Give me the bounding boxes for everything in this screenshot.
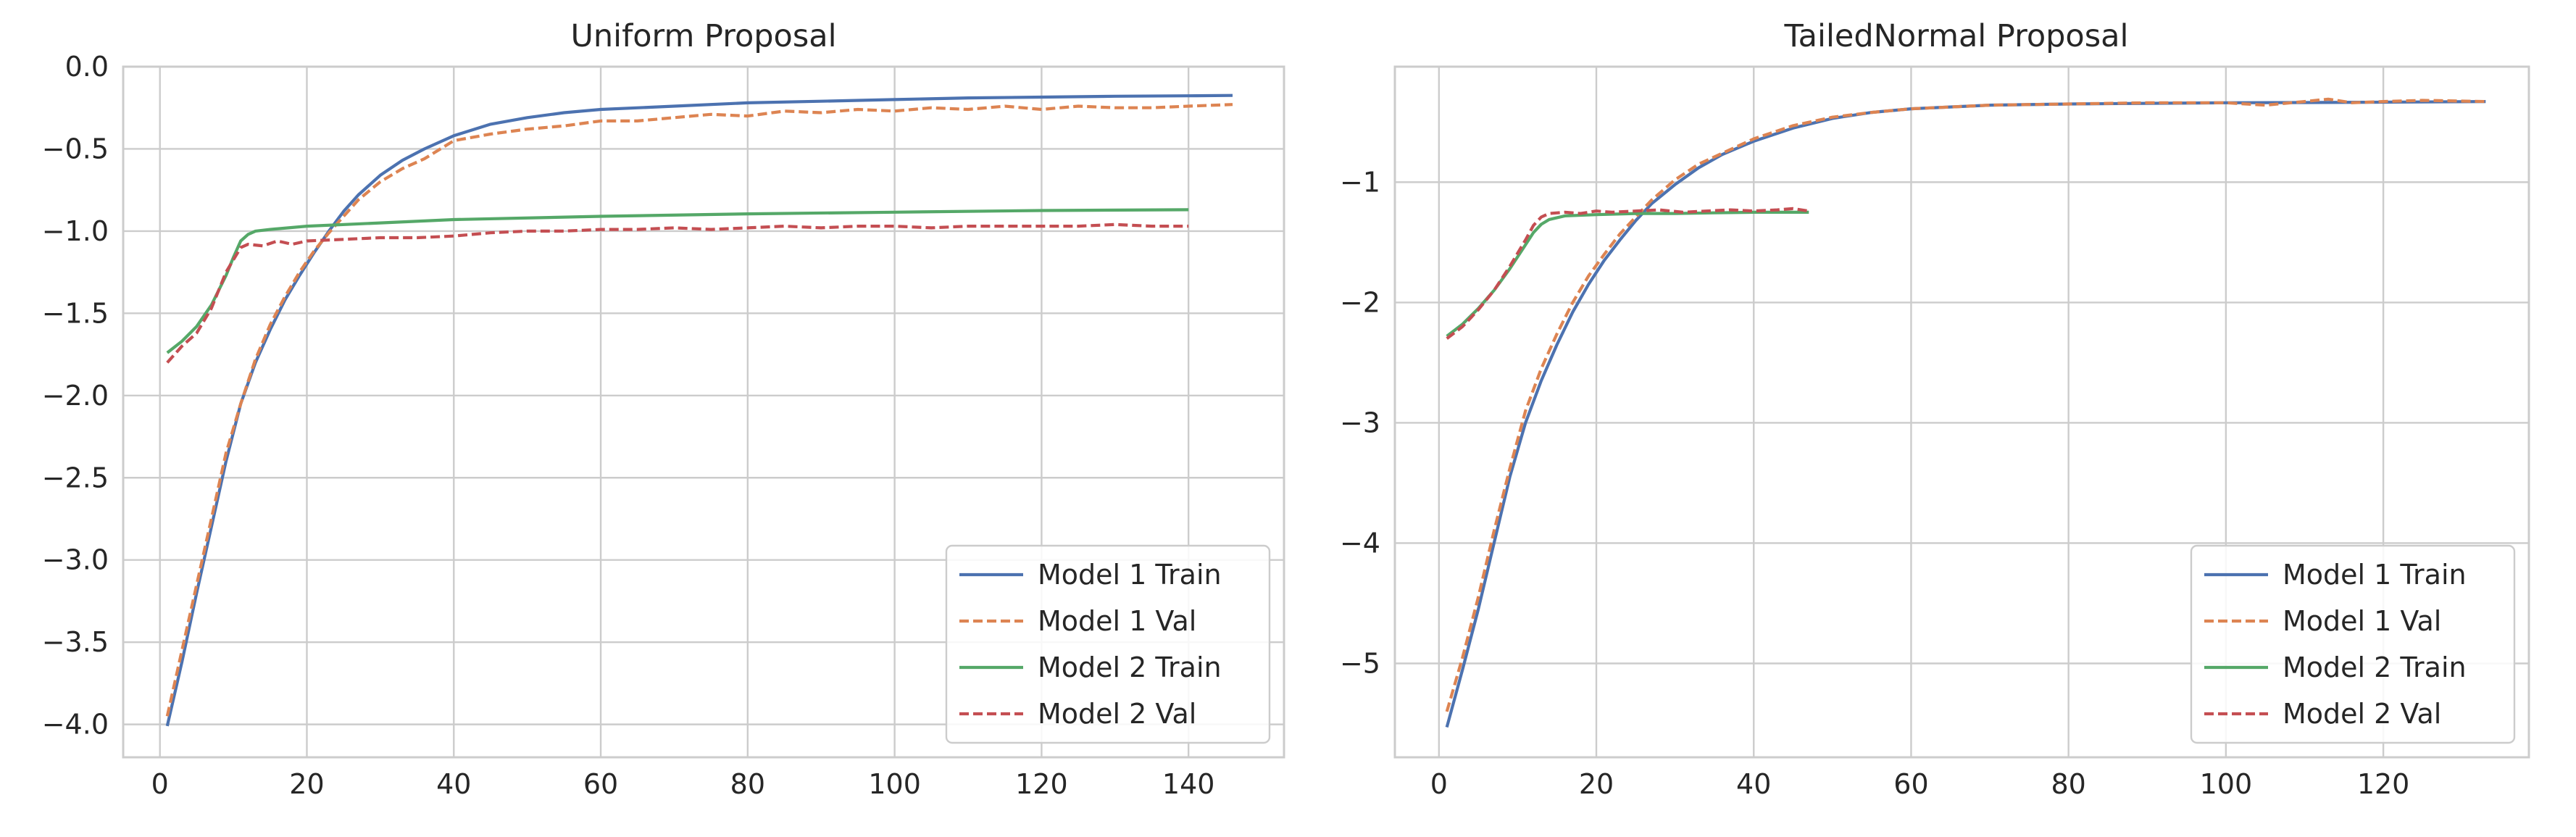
legend-box bbox=[2190, 544, 2516, 744]
y-tick-labels: 0.0 −0.5 −1.0 −1.5 −2.0 −2.5 −3.0 −3.5 −4.0 bbox=[42, 51, 109, 741]
x-tick-label: 40 bbox=[436, 768, 471, 800]
y-tick-label: −2.5 bbox=[42, 462, 109, 494]
x-tick-label: 80 bbox=[730, 768, 765, 800]
x-tick-labels: 0 20 40 60 80 100 120 140 bbox=[151, 768, 1215, 800]
x-tick-labels: 0 20 40 60 80 100 120 bbox=[1430, 768, 2410, 800]
x-tick-label: 60 bbox=[1893, 768, 1928, 800]
x-tick-label: 40 bbox=[1736, 768, 1771, 800]
legend-label: Model 2 Val bbox=[1038, 698, 1196, 730]
y-tick-label: −1.0 bbox=[42, 215, 109, 247]
legend-label: Model 1 Train bbox=[1038, 559, 1222, 591]
y-tick-label: −3 bbox=[1340, 407, 1380, 438]
series-line-model-2-val bbox=[166, 222, 1189, 364]
legend-label: Model 1 Val bbox=[2283, 605, 2441, 637]
y-tick-label: −3.0 bbox=[42, 544, 109, 576]
plot-border bbox=[1393, 65, 2530, 759]
y-tick-label: −2 bbox=[1340, 286, 1380, 318]
legend-label: Model 1 Train bbox=[2283, 559, 2467, 591]
y-tick-label: −4.0 bbox=[42, 709, 109, 741]
y-tick-label: 0.0 bbox=[65, 51, 109, 83]
legend-label: Model 2 Val bbox=[2283, 698, 2441, 730]
x-tick-label: 100 bbox=[868, 768, 921, 800]
plot-border bbox=[122, 65, 1285, 759]
legend-box bbox=[945, 544, 1271, 744]
y-tick-label: −4 bbox=[1340, 527, 1380, 559]
x-tick-label: 100 bbox=[2200, 768, 2253, 800]
x-tick-label: 60 bbox=[583, 768, 618, 800]
legend: Model 1 Train Model 1 Val Model 2 Train Mod… bbox=[945, 544, 1271, 744]
y-tick-label: −1 bbox=[1340, 166, 1380, 198]
y-tick-label: −3.5 bbox=[42, 626, 109, 658]
x-tick-label: 20 bbox=[289, 768, 324, 800]
legend-label: Model 1 Val bbox=[1038, 605, 1196, 637]
chart-title: TailedNormal Proposal bbox=[1784, 18, 2129, 54]
y-tick-label: −2.0 bbox=[42, 380, 109, 412]
legend-label: Model 2 Train bbox=[1038, 651, 1222, 683]
x-tick-label: 20 bbox=[1579, 768, 1614, 800]
x-tick-label: 0 bbox=[151, 768, 169, 800]
y-tick-labels: −1 −2 −3 −4 −5 bbox=[1340, 166, 1380, 679]
series-line-model-1-val bbox=[165, 103, 1233, 717]
x-tick-label: 140 bbox=[1162, 768, 1215, 800]
legend-label: Model 2 Train bbox=[2283, 651, 2467, 683]
series-lines bbox=[1445, 97, 2486, 728]
y-tick-label: −1.5 bbox=[42, 297, 109, 329]
legend: Model 1 Train Model 1 Val Model 2 Train Mod… bbox=[2190, 544, 2516, 744]
series-line-model-1-val bbox=[1445, 97, 2486, 712]
series-lines bbox=[165, 93, 1233, 727]
chart-title: Uniform Proposal bbox=[570, 18, 836, 54]
x-tick-label: 0 bbox=[1430, 768, 1448, 800]
x-tick-label: 120 bbox=[2357, 768, 2410, 800]
series-line-model-2-train bbox=[166, 208, 1189, 354]
chart-tailednormal-proposal: TailedNormal Proposal 0 20 40 60 80 100 120−1−… bbox=[1340, 18, 2530, 800]
y-tick-label: −0.5 bbox=[42, 133, 109, 165]
y-tick-label: −5 bbox=[1340, 647, 1380, 679]
chart-uniform-proposal: Uniform Proposal 0 20 40 60 80 100 120 140 0.0 −0… bbox=[42, 18, 1285, 800]
x-tick-label: 120 bbox=[1015, 768, 1068, 800]
x-tick-label: 80 bbox=[2051, 768, 2085, 800]
